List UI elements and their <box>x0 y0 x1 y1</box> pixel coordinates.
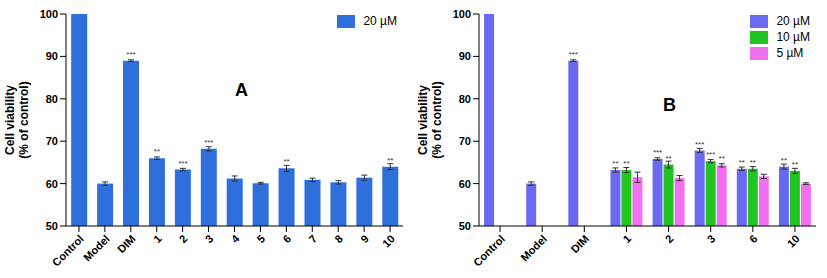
svg-text:DIM: DIM <box>569 232 592 255</box>
svg-text:**: ** <box>750 158 756 167</box>
svg-text:***: *** <box>706 150 715 159</box>
svg-text:10: 10 <box>785 232 802 249</box>
svg-text:Model: Model <box>518 232 549 263</box>
svg-text:4: 4 <box>229 232 242 245</box>
svg-text:90: 90 <box>46 50 58 62</box>
svg-text:50: 50 <box>459 220 471 232</box>
svg-text:Cell viability(% of control): Cell viability(% of control) <box>8 81 31 158</box>
svg-text:***: *** <box>569 50 578 59</box>
svg-text:**: ** <box>154 147 160 156</box>
svg-text:Control: Control <box>50 232 86 268</box>
html-text:B: B <box>663 95 676 115</box>
svg-text:60: 60 <box>46 178 58 190</box>
svg-text:6: 6 <box>280 232 293 245</box>
svg-text:2: 2 <box>177 232 190 245</box>
svg-text:Cell viability(% of control): Cell viability(% of control) <box>416 81 444 158</box>
svg-text:**: ** <box>387 156 393 165</box>
svg-text:1: 1 <box>151 232 164 245</box>
svg-text:9: 9 <box>358 232 371 245</box>
svg-text:100: 100 <box>40 8 58 20</box>
svg-text:80: 80 <box>46 93 58 105</box>
svg-text:**: ** <box>665 154 671 163</box>
svg-text:7: 7 <box>306 232 319 245</box>
svg-text:**: ** <box>719 154 725 163</box>
svg-text:Model: Model <box>81 232 112 263</box>
html-text:10 µM: 10 µM <box>776 30 810 44</box>
svg-text:2: 2 <box>663 232 676 245</box>
svg-text:**: ** <box>739 158 745 167</box>
svg-text:70: 70 <box>46 135 58 147</box>
svg-text:**: ** <box>623 159 629 168</box>
svg-text:100: 100 <box>453 8 471 20</box>
svg-text:3: 3 <box>203 232 216 245</box>
svg-text:**: ** <box>612 159 618 168</box>
svg-text:5: 5 <box>255 232 268 245</box>
svg-text:***: *** <box>178 159 187 168</box>
svg-text:80: 80 <box>459 93 471 105</box>
svg-text:**: ** <box>792 160 798 169</box>
svg-text:1: 1 <box>621 232 634 245</box>
svg-text:50: 50 <box>46 220 58 232</box>
svg-text:90: 90 <box>459 50 471 62</box>
svg-text:***: *** <box>653 148 662 157</box>
svg-text:***: *** <box>695 140 704 149</box>
svg-text:3: 3 <box>705 232 718 245</box>
svg-text:60: 60 <box>459 178 471 190</box>
html-text:20 µM: 20 µM <box>363 14 397 28</box>
svg-text:**: ** <box>283 157 289 166</box>
svg-text:Control: Control <box>471 232 507 268</box>
html-text:A: A <box>235 80 248 100</box>
svg-text:DIM: DIM <box>115 232 138 255</box>
svg-text:10: 10 <box>380 232 397 249</box>
html-text:5 µM: 5 µM <box>776 46 804 60</box>
svg-text:70: 70 <box>459 135 471 147</box>
svg-text:8: 8 <box>332 232 345 245</box>
svg-text:**: ** <box>781 156 787 165</box>
html-text:20 µM: 20 µM <box>776 14 810 28</box>
svg-text:***: *** <box>126 50 135 59</box>
svg-text:***: *** <box>204 138 213 147</box>
svg-text:6: 6 <box>747 232 760 245</box>
